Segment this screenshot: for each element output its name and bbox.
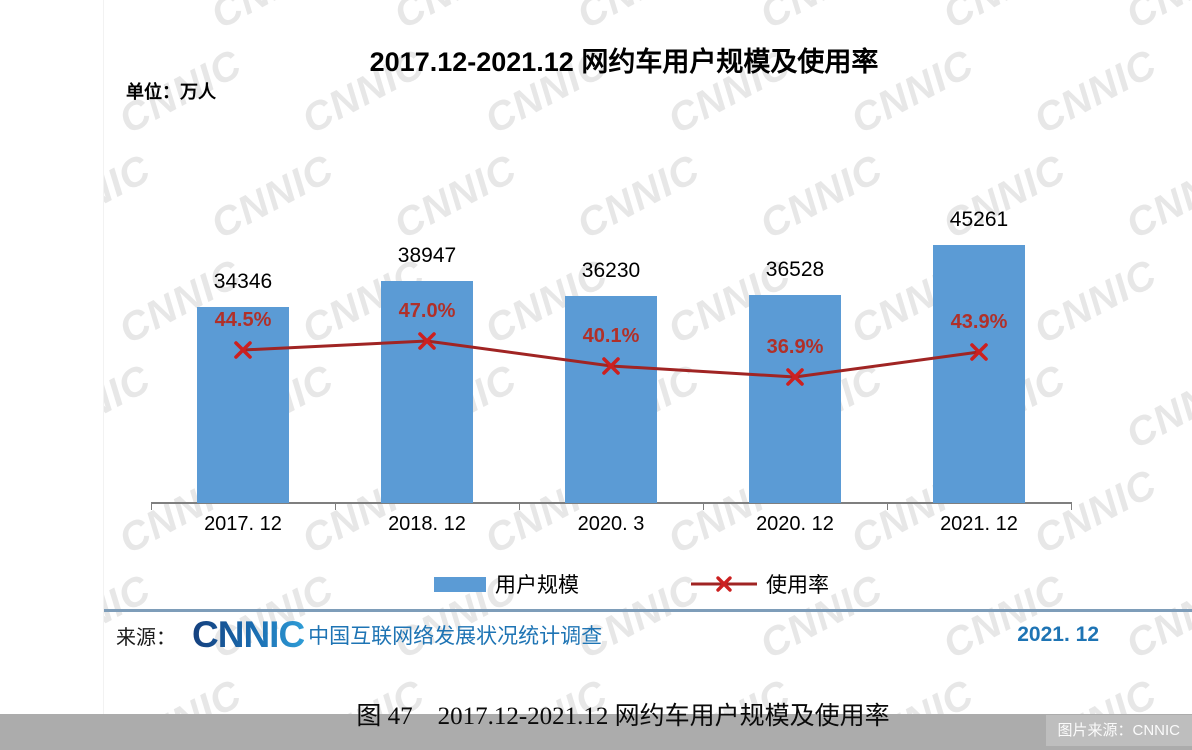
legend-line-swatch <box>691 576 757 592</box>
x-axis-category-label: 2020. 12 <box>756 513 834 535</box>
chart-panel: CNNIC CNNIC CNNIC CNNIC CNNIC CNNIC CNNIC CNNIC… <box>103 0 1192 714</box>
unit-label: 单位：万人 <box>126 82 216 102</box>
survey-name: 中国互联网络发展状况统计调查 <box>308 625 603 648</box>
x-axis-tick <box>887 503 888 510</box>
x-axis-tick <box>335 503 336 510</box>
bar-value-label: 36528 <box>765 258 825 281</box>
bar-user-scale <box>933 245 1025 503</box>
bar-value-label: 45261 <box>949 208 1009 231</box>
x-axis-tick <box>151 503 152 510</box>
rate-value-label: 44.5% <box>214 309 272 331</box>
x-axis-tick <box>703 503 704 510</box>
bar-value-label: 36230 <box>581 259 641 282</box>
legend-line-label: 使用率 <box>766 574 829 597</box>
image-credit: 图片来源：CNNIC <box>1045 715 1192 746</box>
legend-bar-label: 用户规模 <box>495 574 579 597</box>
bar-user-scale <box>749 295 841 503</box>
plot-area: 34346 2017. 12 38947 2018. 12 36230 2020. 3 36… <box>104 0 1192 714</box>
legend: 用户规模 使用率 <box>434 569 829 599</box>
chart-title: 2017.12-2021.12 网约车用户规模及使用率 <box>369 47 879 77</box>
bottom-band: 图片来源：CNNIC <box>0 714 1192 750</box>
rate-value-label: 47.0% <box>398 300 456 322</box>
bar-value-label: 38947 <box>397 244 457 267</box>
x-axis-category-label: 2017. 12 <box>204 513 282 535</box>
bar-user-scale <box>197 307 289 503</box>
bar-user-scale <box>565 296 657 503</box>
rate-value-label: 43.9% <box>950 311 1008 333</box>
source-label: 来源： <box>116 626 176 649</box>
x-axis-category-label: 2018. 12 <box>388 513 466 535</box>
bar-user-scale <box>381 281 473 503</box>
legend-bar-swatch <box>434 576 486 592</box>
footer-date: 2021. 12 <box>1017 623 1099 646</box>
cnnic-logo: CNNIC <box>192 614 305 655</box>
x-axis-category-label: 2020. 3 <box>577 513 645 535</box>
rate-value-label: 36.9% <box>766 336 824 358</box>
x-axis-tick <box>1071 503 1072 510</box>
bar-value-label: 34346 <box>213 270 273 293</box>
footer: 来源： CNNIC 中国互联网络发展状况统计调查 2021. 12 <box>116 615 1181 655</box>
x-axis-line <box>151 502 1072 504</box>
figure-caption: 图 47 2017.12-2021.12 网约车用户规模及使用率 <box>356 703 890 730</box>
x-axis-category-label: 2021. 12 <box>940 513 1018 535</box>
x-axis-tick <box>519 503 520 510</box>
rate-value-label: 40.1% <box>582 325 640 347</box>
footer-divider <box>104 609 1192 612</box>
